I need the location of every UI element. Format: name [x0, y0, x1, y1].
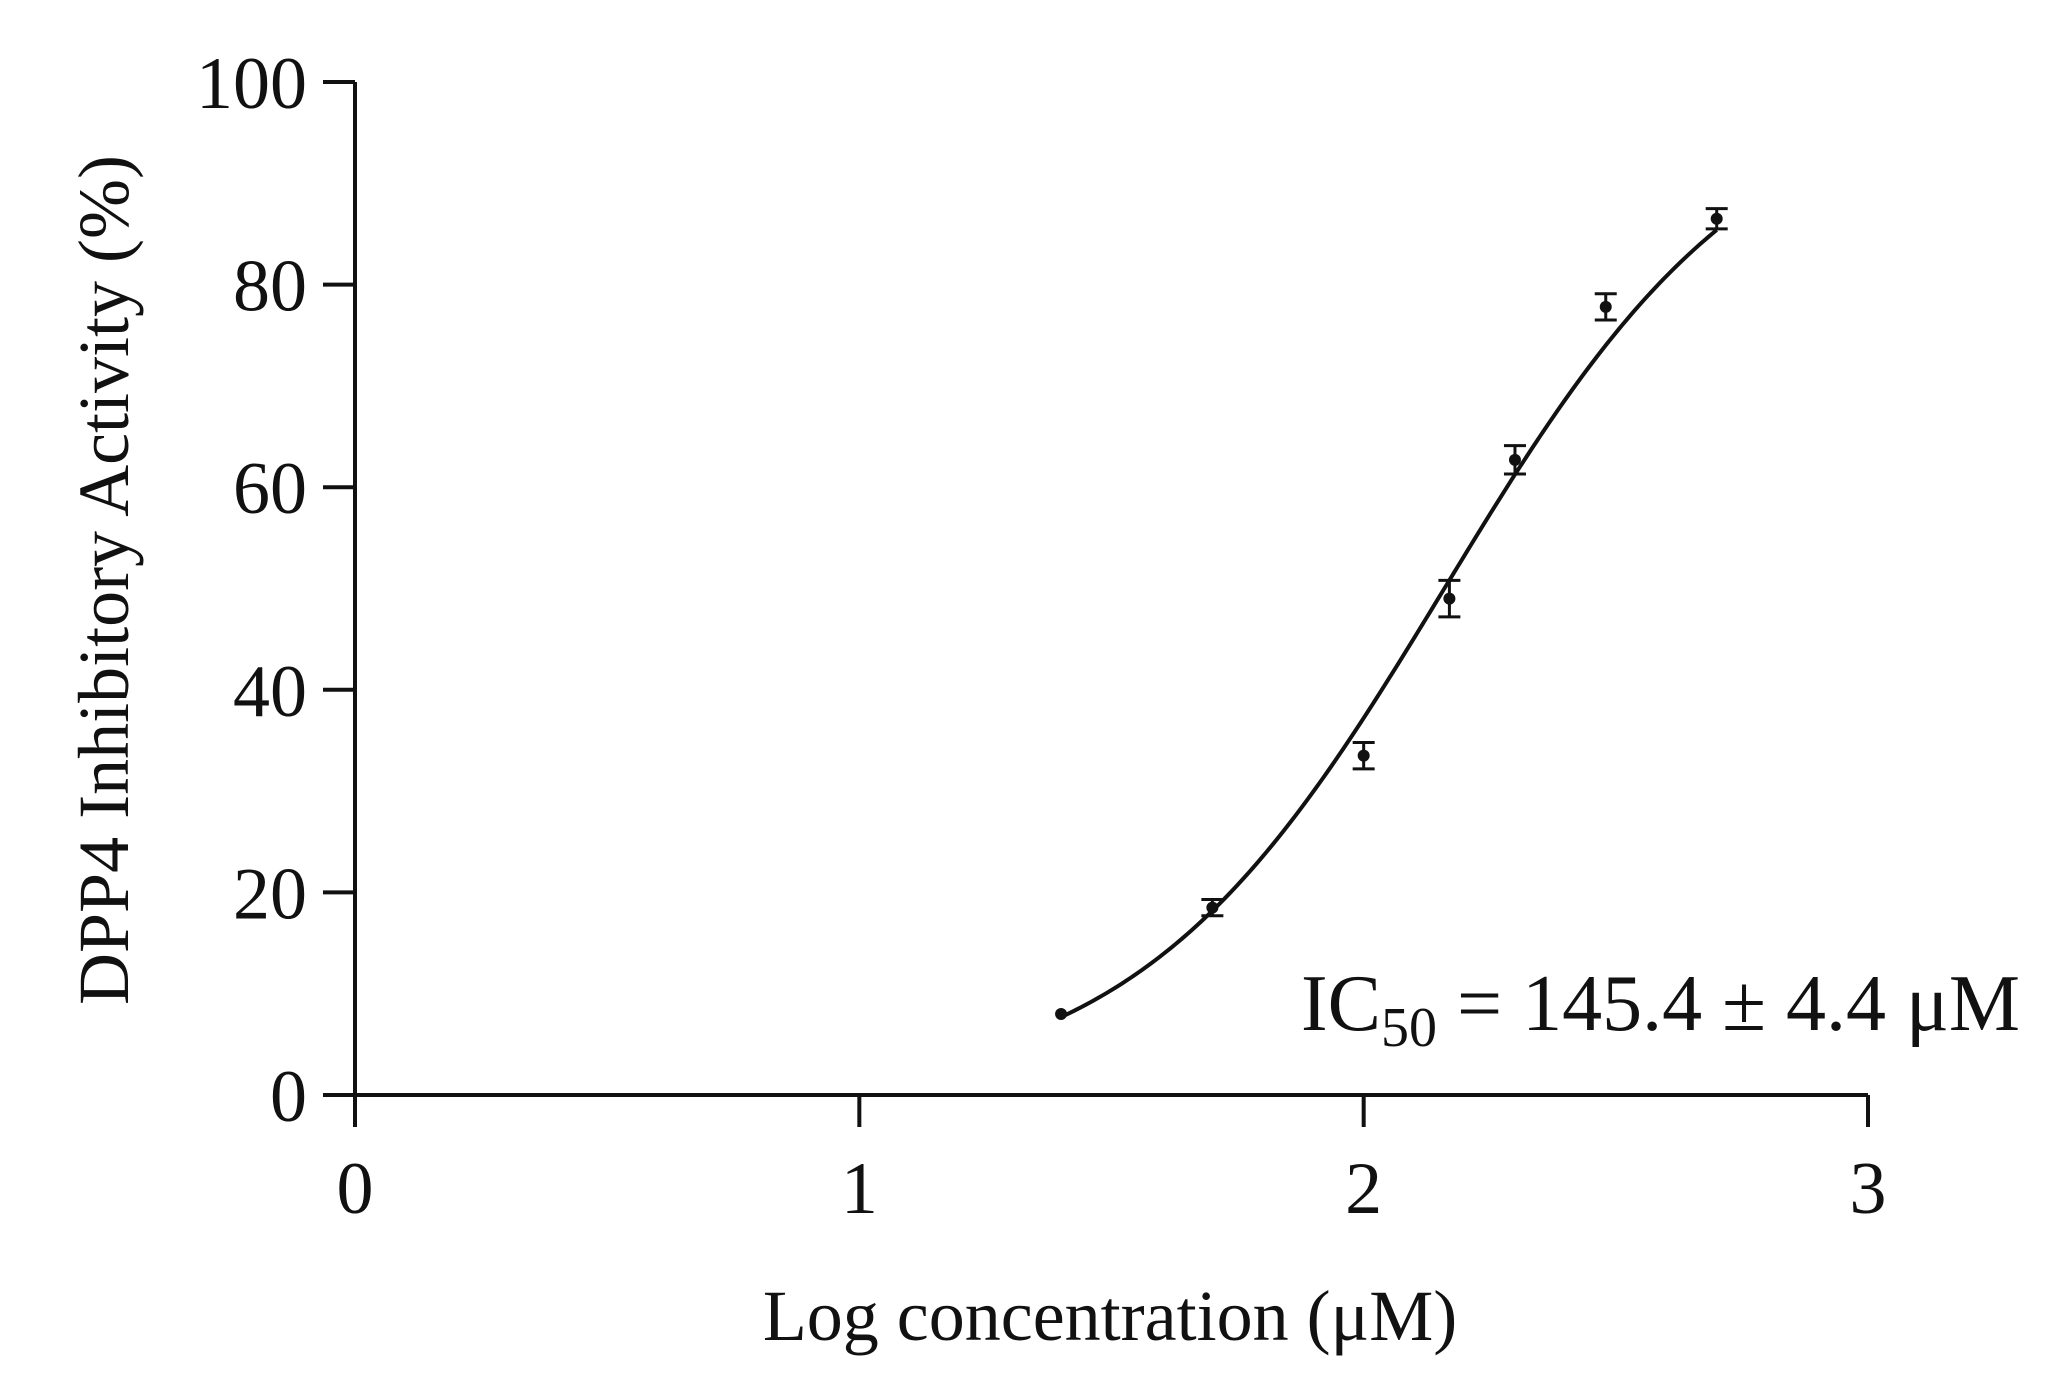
- data-point: [1055, 1007, 1068, 1020]
- y-tick-label: 60: [233, 448, 307, 530]
- x-tick-label: 0: [337, 1148, 374, 1230]
- ic50-subscript: 50: [1381, 997, 1437, 1059]
- data-point: [1443, 592, 1456, 605]
- axes: [353, 82, 1868, 1097]
- x-tick-label: 3: [1850, 1148, 1887, 1230]
- y-tick-label: 40: [233, 651, 307, 733]
- data-point: [1599, 300, 1612, 313]
- data-point: [1508, 453, 1521, 466]
- ticks: 0 1 2 3 0 20 40 60 80 100: [196, 43, 1887, 1230]
- y-tick-label: 0: [270, 1056, 307, 1138]
- data-point: [1206, 901, 1219, 914]
- data-points: [1055, 207, 1728, 1020]
- fit-curve: [1060, 228, 1718, 1019]
- y-tick-label: 80: [233, 246, 307, 328]
- x-tick-label: 1: [841, 1148, 878, 1230]
- ic50-prefix: IC: [1301, 960, 1381, 1048]
- data-point: [1357, 749, 1370, 762]
- data-point: [1710, 212, 1723, 225]
- ic50-suffix: = 145.4 ± 4.4 μM: [1437, 960, 2020, 1048]
- y-tick-label: 100: [196, 43, 307, 125]
- y-tick-label: 20: [233, 853, 307, 935]
- x-tick-label: 2: [1345, 1148, 1382, 1230]
- y-axis-label: DPP4 Inhibitory Activity (%): [64, 155, 144, 1005]
- x-axis-label: Log concentration (μM): [763, 1276, 1457, 1356]
- ic50-annotation: IC50 = 145.4 ± 4.4 μM: [1301, 960, 2020, 1059]
